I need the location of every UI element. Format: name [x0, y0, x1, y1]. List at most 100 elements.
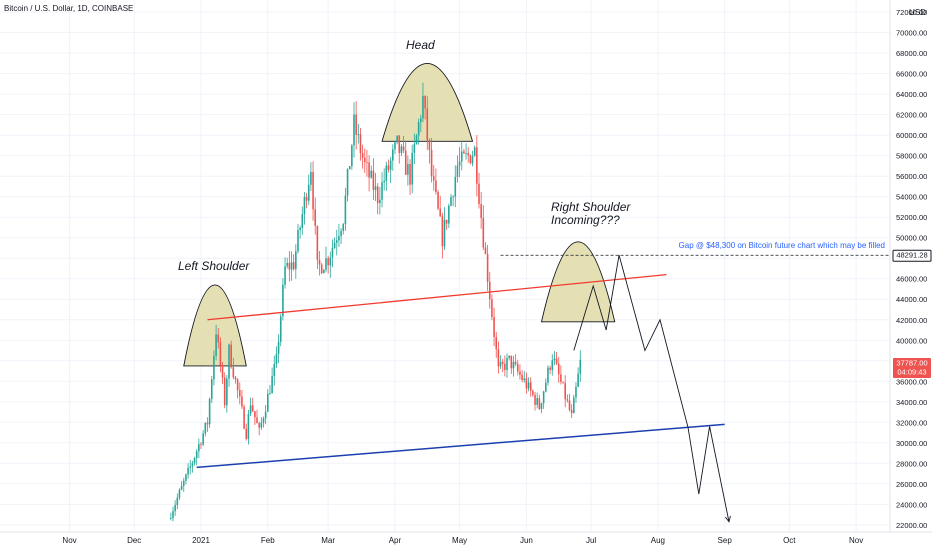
- candle-body: [366, 162, 368, 163]
- price-tick-label: 46000.00: [896, 275, 927, 284]
- current-price-badge-text: 04:09:43: [897, 367, 926, 376]
- candle-body: [538, 398, 541, 409]
- time-axis[interactable]: Nov Dec 2021 Feb Mar Apr May Jun Jul Aug Sep Oct Nov: [62, 536, 863, 545]
- price-axis[interactable]: 22000.00 24000.00 26000.00 28000.00 30000.00…: [896, 8, 927, 530]
- candle-body: [355, 114, 357, 135]
- left-shoulder-label: Left Shoulder: [178, 259, 250, 273]
- price-tick-label: 40000.00: [896, 336, 927, 345]
- candle-body: [269, 393, 271, 395]
- candle-body: [172, 511, 174, 519]
- candle-body: [340, 230, 342, 237]
- candle-body: [411, 152, 413, 185]
- candle-body: [359, 134, 362, 154]
- candle-body: [223, 377, 226, 406]
- candle-body: [562, 381, 564, 383]
- candle-body: [422, 96, 424, 119]
- candle-body: [363, 157, 366, 163]
- candle-body: [476, 147, 478, 184]
- candle-body: [238, 390, 241, 397]
- candle-body: [501, 361, 504, 364]
- candle-body: [385, 165, 388, 181]
- candle-body: [430, 149, 433, 177]
- candle-body: [348, 166, 351, 170]
- right-shoulder-label: Right Shoulder: [551, 200, 631, 214]
- candle-body: [402, 146, 405, 151]
- support-trendline[interactable]: [196, 423, 725, 469]
- candle-body: [452, 196, 454, 198]
- current-price-badge-box: [893, 357, 931, 378]
- candle-body: [536, 398, 538, 405]
- price-tick-label: 44000.00: [896, 295, 927, 304]
- candle-body: [202, 433, 204, 445]
- candle-body: [245, 428, 248, 439]
- price-tick-label: 58000.00: [896, 152, 927, 161]
- candle-body: [279, 316, 282, 342]
- candle-body: [495, 336, 498, 350]
- candle-body: [314, 209, 317, 226]
- candlesticks: [170, 82, 582, 522]
- candle-body: [560, 374, 562, 382]
- candle-body: [217, 334, 220, 343]
- right-shoulder-sub-label: Incoming???: [551, 213, 620, 227]
- time-tick-label: 2021: [192, 536, 210, 545]
- candle-body: [575, 386, 577, 398]
- candle-body: [409, 163, 411, 185]
- candle-body: [465, 153, 467, 154]
- candle-body: [473, 147, 476, 156]
- price-tick-label: 60000.00: [896, 131, 927, 140]
- candle-body: [478, 183, 480, 205]
- candle-body: [555, 358, 558, 364]
- candle-body: [228, 344, 230, 379]
- candle-body: [579, 359, 582, 374]
- candle-body: [525, 378, 528, 389]
- currency-label[interactable]: USD: [909, 8, 926, 17]
- time-tick-label: May: [452, 536, 467, 545]
- candle-body: [443, 219, 446, 247]
- candle-body: [532, 390, 534, 395]
- candle-body: [219, 342, 222, 366]
- candle-body: [577, 373, 579, 387]
- candle-body: [381, 182, 383, 200]
- candle-body: [288, 262, 291, 270]
- candle-body: [195, 451, 198, 459]
- candle-body: [512, 361, 515, 369]
- candle-body: [325, 258, 327, 270]
- candle-body: [286, 262, 288, 267]
- candle-body: [545, 382, 547, 392]
- candle-body: [426, 108, 429, 140]
- candle-body: [275, 353, 278, 365]
- projected-path[interactable]: [573, 255, 730, 522]
- candle-body: [247, 414, 250, 439]
- price-tick-label: 22000.00: [896, 521, 927, 530]
- time-tick-label: Jun: [520, 536, 533, 545]
- candle-body: [204, 422, 207, 434]
- candle-body: [357, 134, 360, 135]
- candle-body: [292, 262, 295, 270]
- candle-body: [277, 341, 280, 354]
- candle-body: [241, 396, 243, 407]
- candle-body: [178, 489, 181, 498]
- candle-body: [396, 135, 398, 143]
- symbol-title: Bitcoin / U.S. Dollar, 1D, COINBASE: [4, 4, 134, 13]
- candle-body: [471, 155, 474, 164]
- candle-body: [329, 257, 332, 266]
- trendlines[interactable]: [196, 254, 890, 523]
- pattern-arcs: [183, 62, 616, 367]
- candle-body: [301, 214, 304, 228]
- candle-body: [327, 258, 329, 266]
- price-tick-label: 42000.00: [896, 316, 927, 325]
- head-label: Head: [406, 38, 435, 52]
- candle-body: [303, 196, 306, 215]
- candle-body: [547, 367, 549, 383]
- candle-body: [243, 406, 245, 429]
- neckline-trendline[interactable]: [207, 273, 667, 321]
- candle-body: [413, 144, 416, 153]
- candle-body: [398, 135, 401, 153]
- candle-body: [189, 466, 192, 468]
- candle-body: [508, 355, 510, 359]
- candle-body: [542, 391, 545, 404]
- candle-body: [445, 219, 448, 224]
